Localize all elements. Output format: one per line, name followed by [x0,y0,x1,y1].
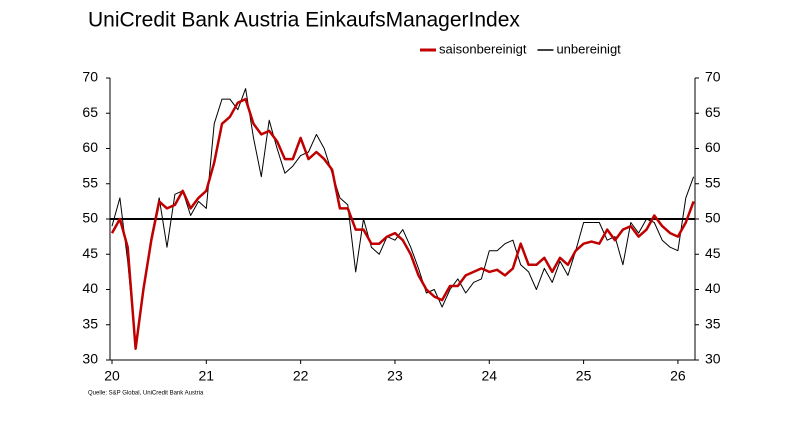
y-tick-label: 35 [82,315,98,331]
series-line [110,97,695,350]
y2-tick-label: 40 [705,280,721,296]
y-tick-label: 55 [82,174,98,190]
x-tick-label: 22 [293,368,309,384]
legend-label: saisonbereinigt [439,41,527,56]
y-tick-label: 50 [82,210,98,226]
y2-tick-label: 30 [705,351,721,367]
x-tick-label: 26 [670,368,686,384]
y-tick-label: 30 [82,351,98,367]
x-tick-label: 24 [481,368,497,384]
x-tick-label: 21 [199,368,215,384]
y2-tick-label: 65 [705,104,721,120]
legend-label: unbereinigt [556,41,621,56]
y-tick-label: 65 [82,104,98,120]
y-tick-label: 70 [82,69,98,85]
chart-title: UniCredit Bank Austria EinkaufsManagerIn… [88,9,520,32]
y2-tick-label: 60 [705,139,721,155]
y2-tick-label: 70 [705,69,721,85]
x-tick-label: 20 [104,368,120,384]
y-tick-label: 60 [82,139,98,155]
legend: saisonbereinigt unbereinigt [420,41,621,56]
y2-tick-label: 55 [705,174,721,190]
y2-tick-label: 35 [705,315,721,331]
source-note: Quelle: S&P Global, UniCredit Bank Austr… [88,391,204,397]
y-tick-label: 40 [82,280,98,296]
x-tick-label: 23 [387,368,403,384]
x-tick-label: 25 [576,368,592,384]
series-line [111,88,695,347]
y-tick-label: 45 [82,245,98,261]
y2-tick-label: 45 [705,245,721,261]
y2-tick-label: 50 [705,210,721,226]
